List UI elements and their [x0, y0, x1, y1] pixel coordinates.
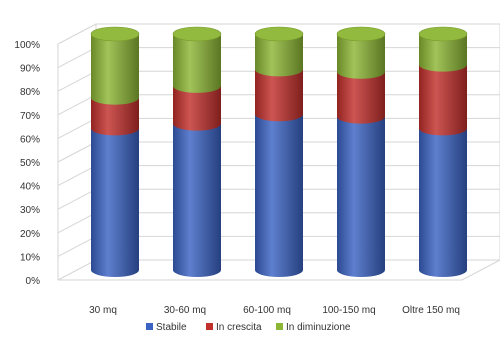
gridline-diagonal [57, 70, 97, 92]
bar-segment [91, 97, 139, 136]
bar-top-cap [336, 26, 386, 42]
bar-segment-body [173, 85, 221, 131]
x-category-label: 60-100 mq [243, 305, 291, 316]
gridline-diagonal [57, 259, 97, 281]
y-tick-label: 30% [20, 205, 40, 216]
bar-segment [337, 116, 385, 277]
bar-segment [255, 114, 303, 278]
bar-segment-body [255, 69, 303, 122]
x-category-label: 100-150 mq [322, 305, 375, 316]
bar-segment [336, 26, 386, 79]
chart-legend: Stabile In crescita In diminuzione [146, 322, 351, 333]
bar-segment-body [419, 128, 467, 277]
bar-segment-body [255, 114, 303, 278]
bar-segment-body [255, 34, 303, 77]
gridline-diagonal [57, 165, 97, 187]
y-tick-label: 90% [20, 64, 40, 75]
bar-segment [419, 64, 467, 136]
y-tick-label: 10% [20, 252, 40, 263]
floor-right-edge [461, 259, 500, 281]
bar-top-cap [254, 26, 304, 42]
bar-segment [91, 128, 139, 277]
bar-segment [90, 26, 140, 105]
x-category-label: Oltre 150 mq [402, 305, 460, 316]
gridline-diagonal [57, 47, 97, 69]
chart-bars [90, 26, 468, 278]
bar-top-cap [418, 26, 468, 42]
gridline-diagonal [57, 141, 97, 163]
y-tick-label: 100% [14, 40, 40, 51]
legend-label: Stabile [156, 322, 187, 333]
bar-top-cap [172, 26, 222, 42]
legend-swatch [206, 323, 213, 330]
y-tick-label: 80% [20, 87, 40, 98]
y-tick-label: 50% [20, 158, 40, 169]
legend-label: In crescita [216, 322, 262, 333]
bar-segment [173, 123, 221, 278]
bar-segment [418, 26, 468, 72]
bar-segment [254, 26, 304, 77]
bar-segment-body [91, 128, 139, 277]
bar-segment-body [337, 71, 385, 124]
gridline-diagonal [57, 94, 97, 116]
bar-segment-body [91, 97, 139, 136]
bar-segment [172, 26, 222, 93]
gridline-diagonal [57, 212, 97, 234]
gridline-diagonal [57, 188, 97, 210]
y-tick-label: 40% [20, 182, 40, 193]
y-tick-label: 60% [20, 134, 40, 145]
bar-segment [255, 69, 303, 122]
bar-segment-body [91, 34, 139, 105]
y-tick-label: 0% [26, 276, 41, 287]
bar-top-cap [90, 26, 140, 42]
y-tick-label: 20% [20, 229, 40, 240]
bar-segment-body [173, 34, 221, 93]
bar-segment-body [173, 123, 221, 278]
x-category-label: 30-60 mq [164, 305, 206, 316]
bar-segment-body [419, 64, 467, 136]
bar-segment [173, 85, 221, 131]
bar-segment-body [337, 116, 385, 277]
bar-segment-body [419, 34, 467, 72]
gridline-diagonal [57, 23, 97, 45]
legend-swatch [146, 323, 153, 330]
gridline-diagonal [57, 117, 97, 139]
legend-label: In diminuzione [286, 322, 351, 333]
x-category-label: 30 mq [89, 305, 117, 316]
bar-segment [419, 128, 467, 277]
bar-segment-body [337, 34, 385, 79]
bar-segment [337, 71, 385, 124]
gridline-diagonal [57, 235, 97, 257]
legend-swatch [276, 323, 283, 330]
y-tick-label: 70% [20, 111, 40, 122]
chart-labels: 0% 10% 20% 30% 40% 50% 60% 70% 80% 90% 100% 30 mq 30… [14, 40, 459, 316]
